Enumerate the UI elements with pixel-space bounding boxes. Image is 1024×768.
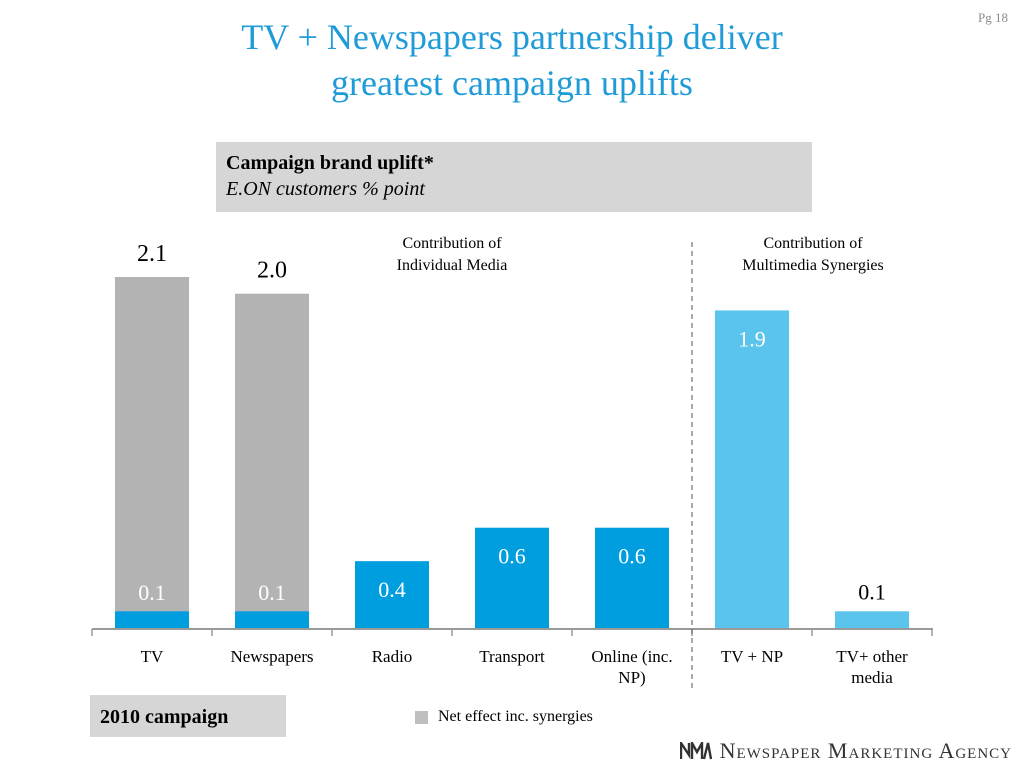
bar-segment-label-3: 0.6 — [498, 544, 526, 569]
bar-segment-1 — [235, 611, 309, 628]
x-tick-label-3-0: Transport — [479, 647, 545, 666]
legend: Net effect inc. synergies — [415, 708, 593, 726]
x-tick-label-0-0: TV — [141, 647, 164, 666]
title-line-2: greatest campaign uplifts — [331, 63, 693, 103]
page-title: TV + Newspapers partnership deliver grea… — [0, 14, 1024, 106]
legend-swatch — [415, 710, 428, 724]
bar-segment-label-2: 0.4 — [378, 577, 406, 602]
footer-logo-text: Newspaper Marketing Agency — [719, 738, 1012, 763]
legend-label: Net effect inc. synergies — [438, 708, 593, 725]
footer-logo: Newspaper Marketing Agency — [679, 738, 1012, 764]
bar-segment-label-5: 1.9 — [738, 326, 766, 351]
bar-segment-label-0: 0.1 — [138, 580, 166, 605]
subtitle-unit: E.ON customers % point — [226, 178, 425, 200]
bar-total-label-1: 2.0 — [257, 258, 287, 284]
title-line-1: TV + Newspapers partnership deliver — [241, 17, 783, 57]
bar-total-label-0: 2.1 — [137, 241, 167, 267]
bar-segment-4 — [595, 527, 669, 628]
bar-segment-3 — [475, 527, 549, 628]
x-tick-label-4-0: Online (inc. — [591, 647, 672, 666]
bar-segment-6 — [835, 611, 909, 628]
campaign-label: 2010 campaign — [90, 695, 286, 737]
section-label-multimedia-1: Multimedia Synergies — [742, 257, 883, 274]
section-label-multimedia-0: Contribution of — [763, 235, 863, 252]
bar-segment-5 — [715, 310, 789, 628]
bar-segment-label-1: 0.1 — [258, 580, 286, 605]
subtitle-metric: Campaign brand uplift* — [226, 152, 434, 174]
x-tick-label-1-0: Newspapers — [230, 647, 313, 666]
x-tick-label-6-0: TV+ other — [836, 647, 908, 666]
x-tick-label-6-1: media — [851, 668, 893, 687]
bar-segment-label-6: 0.1 — [858, 579, 886, 604]
section-label-individual-0: Contribution of — [402, 235, 502, 252]
bar-segment-label-4: 0.6 — [618, 544, 646, 569]
bar-segment-2 — [355, 561, 429, 628]
x-tick-label-4-1: NP) — [618, 668, 645, 687]
section-label-individual-1: Individual Media — [397, 257, 508, 274]
x-tick-label-2-0: Radio — [372, 647, 413, 666]
bar-segment-0 — [115, 611, 189, 628]
bar-total-1 — [235, 293, 309, 628]
page-number: Pg 18 — [978, 10, 1008, 25]
nma-logo-icon — [679, 742, 712, 760]
chart-subtitle-box: Campaign brand uplift* E.ON customers % … — [216, 142, 812, 212]
x-tick-label-5-0: TV + NP — [721, 647, 783, 666]
bar-total-0 — [115, 277, 189, 628]
